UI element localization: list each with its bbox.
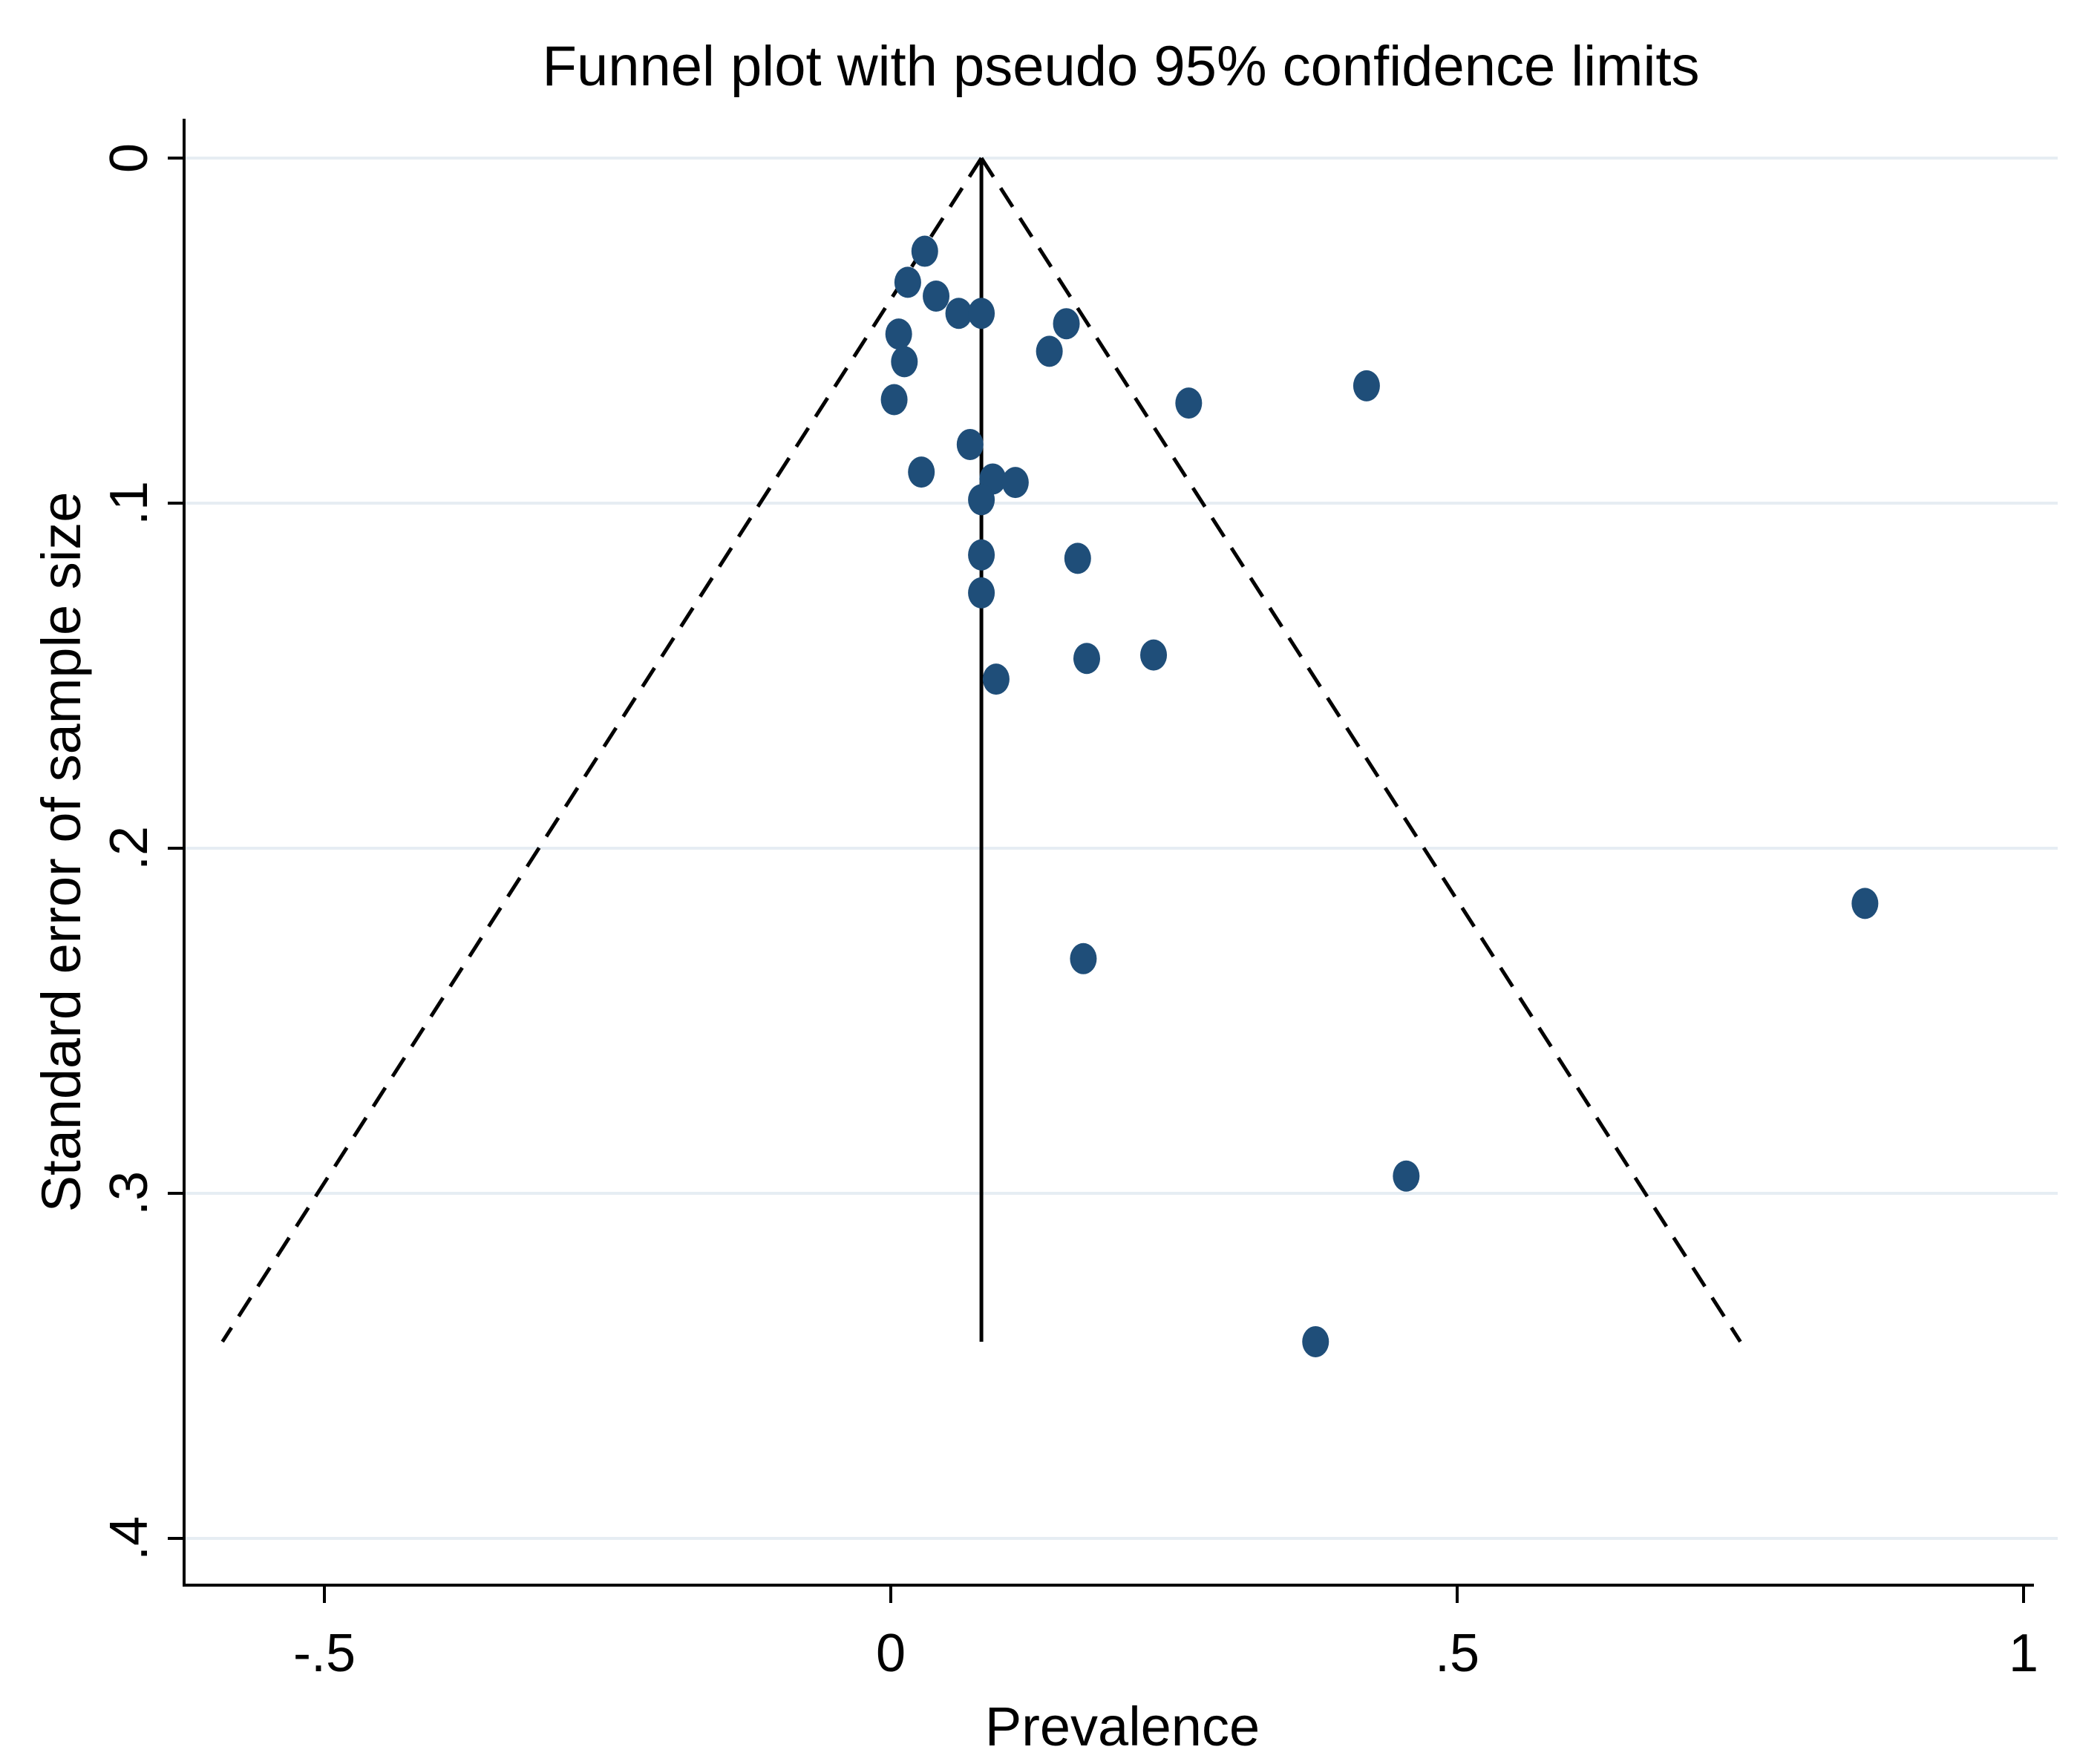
grid-lines xyxy=(186,157,2058,1540)
study-point-25 xyxy=(1393,1160,1420,1192)
study-point-17 xyxy=(968,539,995,571)
study-point-1 xyxy=(894,266,921,298)
y-tick-label-1: .1 xyxy=(99,481,159,525)
upper-confidence-limit xyxy=(979,157,1742,1343)
study-point-22 xyxy=(982,663,1010,695)
study-point-13 xyxy=(908,456,935,488)
study-point-3 xyxy=(945,298,972,329)
y-tick-label-2: .2 xyxy=(99,826,159,870)
chart-title: Funnel plot with pseudo 95% confidence l… xyxy=(543,35,1700,98)
study-point-9 xyxy=(1352,370,1380,401)
x-tick-label-2: .5 xyxy=(1435,1624,1479,1683)
study-point-15 xyxy=(1001,467,1029,499)
lower-confidence-limit xyxy=(220,157,984,1343)
study-point-19 xyxy=(968,577,995,609)
study-point-21 xyxy=(1073,643,1100,675)
study-point-0 xyxy=(911,235,938,267)
study-point-2 xyxy=(923,281,950,312)
study-points xyxy=(880,235,1879,1357)
study-point-26 xyxy=(1302,1325,1329,1357)
study-point-4 xyxy=(968,298,995,329)
study-point-23 xyxy=(1851,888,1879,919)
y-axis-label: Standard error of sample size xyxy=(30,492,92,1213)
study-point-7 xyxy=(1036,335,1063,367)
study-point-10 xyxy=(880,384,908,416)
study-point-11 xyxy=(1175,387,1203,419)
study-point-5 xyxy=(1053,308,1080,340)
x-tick-label-1: 0 xyxy=(876,1624,906,1683)
study-point-24 xyxy=(1070,942,1097,974)
study-point-18 xyxy=(1064,542,1091,574)
study-point-12 xyxy=(956,428,984,460)
study-point-16 xyxy=(968,484,995,516)
x-tick-label-3: 1 xyxy=(2009,1624,2038,1683)
y-tick-label-0: 0 xyxy=(99,143,159,173)
x-tick-label-0: -.5 xyxy=(293,1624,356,1683)
confidence-limits xyxy=(220,157,1742,1343)
study-point-20 xyxy=(1140,639,1168,671)
y-ticks: 0 .1 .2 .3 .4 xyxy=(99,143,184,1561)
study-point-8 xyxy=(891,346,918,378)
study-point-6 xyxy=(885,318,912,350)
y-tick-label-3: .3 xyxy=(99,1171,159,1216)
y-tick-label-4: .4 xyxy=(99,1516,159,1561)
x-ticks: -.5 0 .5 1 xyxy=(293,1585,2038,1683)
x-axis-label: Prevalence xyxy=(985,1696,1260,1757)
